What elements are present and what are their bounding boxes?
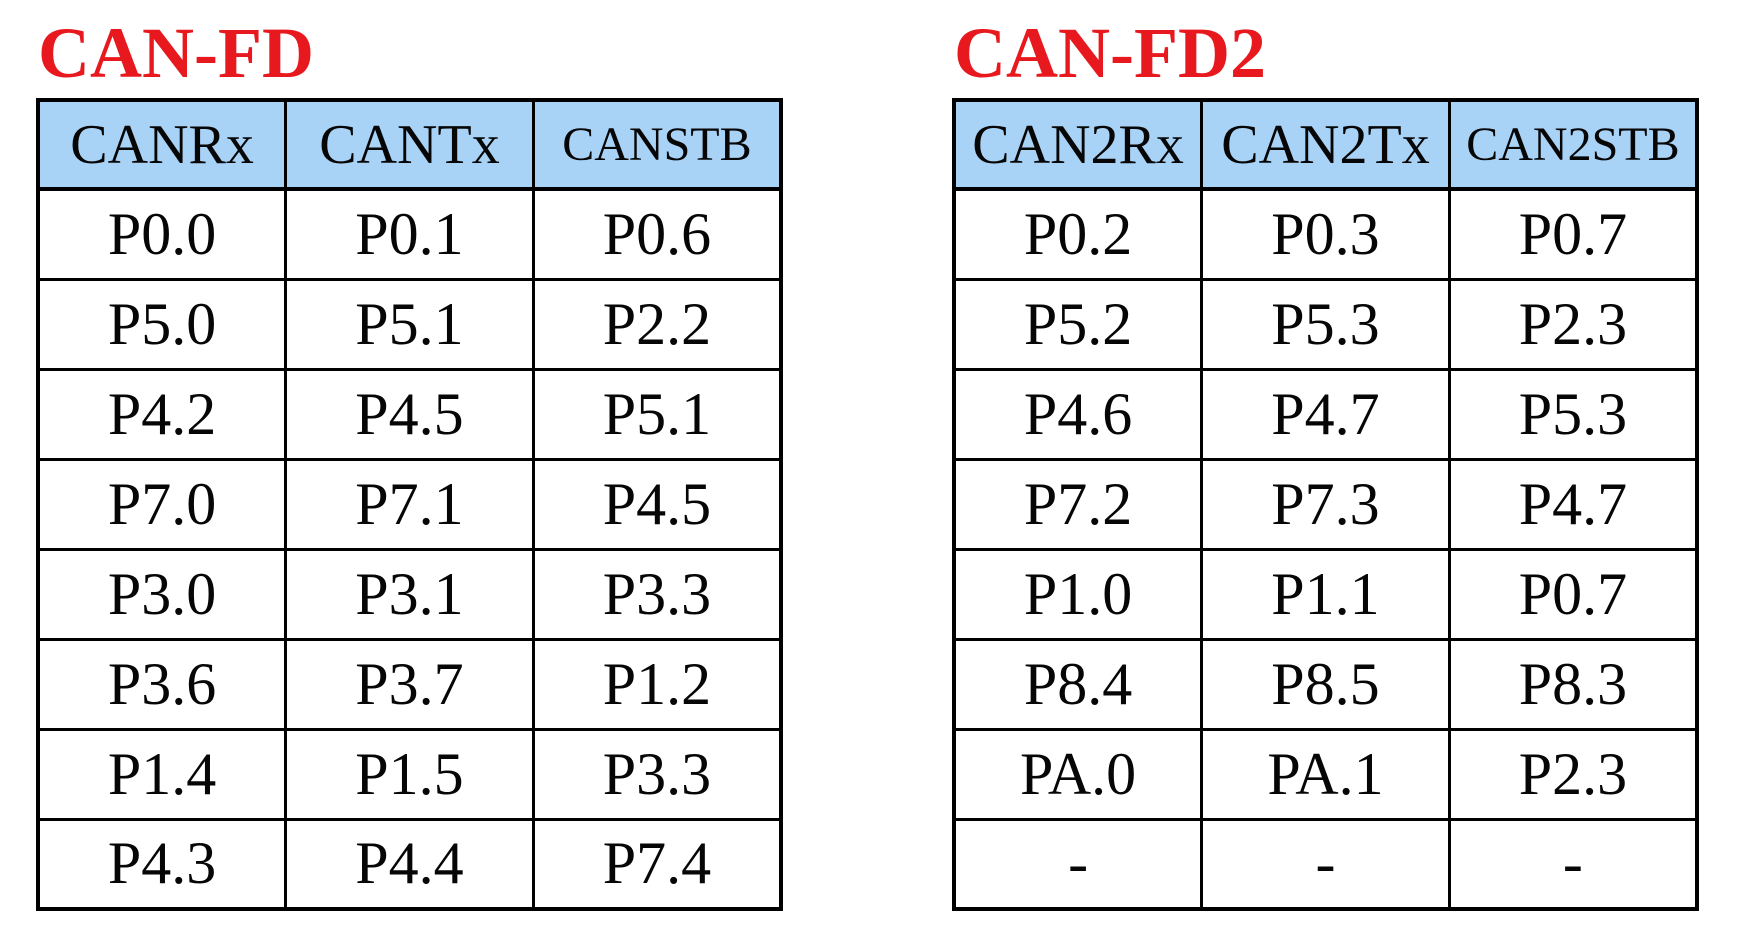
- pin-cell: P0.2: [952, 187, 1204, 281]
- pin-cell: P0.0: [36, 187, 288, 281]
- column-header: CAN2Rx: [952, 98, 1204, 191]
- canfd-table-header: CANRx CANTx CANSTB: [36, 98, 783, 191]
- pin-cell: P5.3: [1200, 277, 1451, 371]
- pin-cell: P4.5: [531, 457, 783, 551]
- table-row: P0.0 P0.1 P0.6: [36, 187, 783, 281]
- table-row: P4.2 P4.5 P5.1: [36, 367, 783, 461]
- canfd2-panel: CAN-FD2 CAN2Rx CAN2Tx CAN2STB P0.2 P0.3 P0.7…: [952, 8, 1699, 911]
- table-row: P8.4 P8.5 P8.3: [952, 637, 1699, 731]
- table-row: P1.0 P1.1 P0.7: [952, 547, 1699, 641]
- pin-cell: -: [1447, 817, 1699, 911]
- pin-cell: P0.3: [1200, 187, 1451, 281]
- pin-cell: P4.4: [284, 817, 535, 911]
- table-row: PA.0 PA.1 P2.3: [952, 727, 1699, 821]
- pin-cell: P5.0: [36, 277, 288, 371]
- pin-cell: P4.5: [284, 367, 535, 461]
- pin-cell: -: [1200, 817, 1451, 911]
- pin-cell: P4.2: [36, 367, 288, 461]
- pin-cell: P3.3: [531, 727, 783, 821]
- pin-cell: -: [952, 817, 1204, 911]
- table-row: P1.4 P1.5 P3.3: [36, 727, 783, 821]
- pin-cell: P7.2: [952, 457, 1204, 551]
- table-row: P4.3 P4.4 P7.4: [36, 817, 783, 911]
- pin-cell: P4.6: [952, 367, 1204, 461]
- canfd2-title: CAN-FD2: [954, 13, 1266, 93]
- pin-cell: P5.1: [531, 367, 783, 461]
- canfd-table-body: P0.0 P0.1 P0.6 P5.0 P5.1 P2.2 P4.2 P4.5 P5.1 P7.0…: [36, 187, 783, 911]
- pin-cell: P1.1: [1200, 547, 1451, 641]
- table-row: P7.0 P7.1 P4.5: [36, 457, 783, 551]
- canfd-pin-table: CANRx CANTx CANSTB P0.0 P0.1 P0.6 P5.0 P5.1 P2.…: [36, 98, 783, 911]
- pin-cell: P8.4: [952, 637, 1204, 731]
- pin-cell: P0.6: [531, 187, 783, 281]
- table-row: P5.2 P5.3 P2.3: [952, 277, 1699, 371]
- pin-cell: P5.2: [952, 277, 1204, 371]
- column-header: CAN2STB: [1447, 98, 1699, 191]
- pin-cell: P0.1: [284, 187, 535, 281]
- pin-cell: P4.7: [1200, 367, 1451, 461]
- pin-cell: P2.2: [531, 277, 783, 371]
- canfd-panel: CAN-FD CANRx CANTx CANSTB P0.0 P0.1 P0.6 P5.0…: [36, 8, 783, 911]
- pin-cell: P3.1: [284, 547, 535, 641]
- pin-cell: P1.2: [531, 637, 783, 731]
- column-header: CANRx: [36, 98, 288, 191]
- pin-cell: P7.3: [1200, 457, 1451, 551]
- pin-cell: P7.4: [531, 817, 783, 911]
- pin-cell: P0.7: [1447, 187, 1699, 281]
- pin-cell: P5.1: [284, 277, 535, 371]
- pin-cell: P8.3: [1447, 637, 1699, 731]
- column-header: CAN2Tx: [1200, 98, 1451, 191]
- table-row: P3.0 P3.1 P3.3: [36, 547, 783, 641]
- table-row: P3.6 P3.7 P1.2: [36, 637, 783, 731]
- canfd2-table-body: P0.2 P0.3 P0.7 P5.2 P5.3 P2.3 P4.6 P4.7 P5.3 P7.2…: [952, 187, 1699, 911]
- table-row: P4.6 P4.7 P5.3: [952, 367, 1699, 461]
- pin-cell: P1.4: [36, 727, 288, 821]
- pin-cell: P8.5: [1200, 637, 1451, 731]
- pin-cell: P1.0: [952, 547, 1204, 641]
- canfd-title: CAN-FD: [38, 13, 314, 93]
- pin-cell: P3.3: [531, 547, 783, 641]
- pin-cell: P3.0: [36, 547, 288, 641]
- column-header: CANTx: [284, 98, 535, 191]
- pin-cell: P2.3: [1447, 727, 1699, 821]
- pin-cell: P5.3: [1447, 367, 1699, 461]
- table-row: P0.2 P0.3 P0.7: [952, 187, 1699, 281]
- pin-cell: P4.3: [36, 817, 288, 911]
- table-row: P7.2 P7.3 P4.7: [952, 457, 1699, 551]
- pin-cell: PA.0: [952, 727, 1204, 821]
- pin-cell: P2.3: [1447, 277, 1699, 371]
- table-row: P5.0 P5.1 P2.2: [36, 277, 783, 371]
- pin-cell: P3.6: [36, 637, 288, 731]
- pin-cell: P3.7: [284, 637, 535, 731]
- pin-cell: P4.7: [1447, 457, 1699, 551]
- canfd2-pin-table: CAN2Rx CAN2Tx CAN2STB P0.2 P0.3 P0.7 P5.2 P5.3…: [952, 98, 1699, 911]
- canfd2-table-header: CAN2Rx CAN2Tx CAN2STB: [952, 98, 1699, 191]
- pin-cell: P0.7: [1447, 547, 1699, 641]
- pin-cell: P7.0: [36, 457, 288, 551]
- pin-cell: P1.5: [284, 727, 535, 821]
- pin-cell: PA.1: [1200, 727, 1451, 821]
- pin-cell: P7.1: [284, 457, 535, 551]
- column-header: CANSTB: [531, 98, 783, 191]
- table-row: ---: [952, 817, 1699, 911]
